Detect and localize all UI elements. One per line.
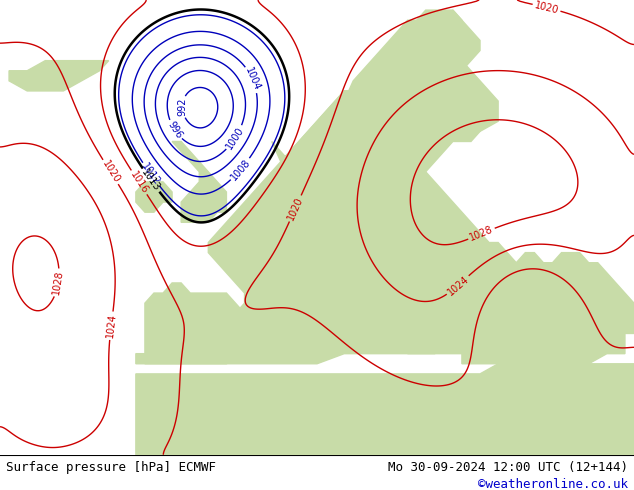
Text: 1024: 1024 — [445, 273, 470, 297]
Text: 1020: 1020 — [533, 0, 560, 15]
Polygon shape — [145, 283, 262, 364]
Polygon shape — [408, 313, 462, 354]
Polygon shape — [172, 142, 226, 222]
Text: Surface pressure [hPa] ECMWF: Surface pressure [hPa] ECMWF — [6, 461, 216, 473]
Text: 992: 992 — [178, 98, 188, 116]
Text: 1028: 1028 — [468, 224, 495, 243]
Polygon shape — [462, 303, 625, 364]
Text: 996: 996 — [165, 120, 184, 140]
Text: 1004: 1004 — [243, 66, 262, 93]
Polygon shape — [9, 61, 108, 91]
Text: 1016: 1016 — [128, 170, 150, 196]
Polygon shape — [136, 91, 634, 364]
Text: ©weatheronline.co.uk: ©weatheronline.co.uk — [477, 478, 628, 490]
Polygon shape — [353, 10, 498, 151]
Text: 1020: 1020 — [286, 195, 305, 222]
Text: Mo 30-09-2024 12:00 UTC (12+144): Mo 30-09-2024 12:00 UTC (12+144) — [387, 461, 628, 473]
Polygon shape — [136, 182, 172, 212]
Text: 1013: 1013 — [139, 168, 162, 193]
Text: 1000: 1000 — [224, 125, 246, 151]
Text: 1024: 1024 — [105, 313, 118, 339]
Text: 1008: 1008 — [229, 157, 252, 182]
Polygon shape — [136, 364, 634, 455]
Polygon shape — [272, 10, 480, 172]
Text: 1020: 1020 — [100, 159, 121, 185]
Text: 1028: 1028 — [51, 270, 65, 295]
Text: 1012: 1012 — [139, 162, 162, 188]
